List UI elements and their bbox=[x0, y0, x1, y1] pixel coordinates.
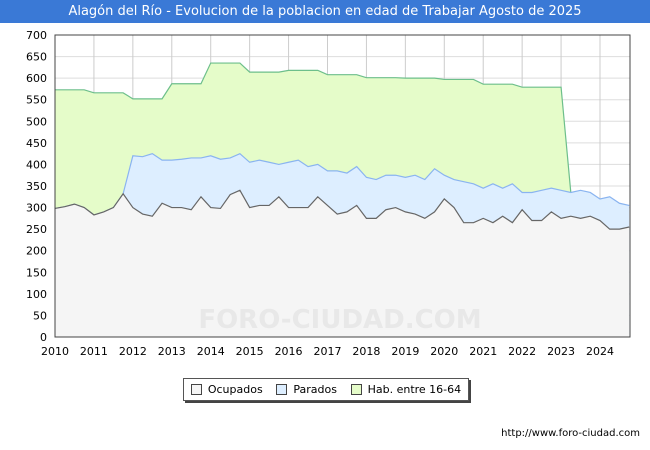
x-tick-label: 2021 bbox=[469, 345, 497, 358]
x-tick-label: 2016 bbox=[275, 345, 303, 358]
footer-url: http://www.foro-ciudad.com bbox=[501, 428, 640, 439]
y-tick-label: 350 bbox=[26, 180, 47, 193]
parados-line bbox=[54, 152, 630, 216]
ocupados-line bbox=[54, 189, 630, 230]
legend-label: Parados bbox=[293, 383, 337, 396]
legend-swatch bbox=[190, 384, 202, 395]
x-tick-label: 2013 bbox=[158, 345, 186, 358]
x-tick-label: 2024 bbox=[586, 345, 614, 358]
x-tick-label: 2011 bbox=[80, 345, 108, 358]
y-tick-label: 200 bbox=[26, 245, 47, 258]
x-tick-label: 2017 bbox=[314, 345, 342, 358]
legend-item-ocupados: Ocupados bbox=[190, 383, 263, 396]
watermark: FORO-CIUDAD.COM bbox=[198, 305, 481, 335]
x-tick-label: 2010 bbox=[41, 345, 69, 358]
y-tick-label: 250 bbox=[26, 223, 47, 236]
y-tick-label: 300 bbox=[26, 202, 47, 215]
y-tick-label: 550 bbox=[26, 94, 47, 107]
x-tick-label: 2012 bbox=[119, 345, 147, 358]
y-tick-label: 600 bbox=[26, 72, 47, 85]
y-tick-label: 500 bbox=[26, 115, 47, 128]
y-tick-label: 150 bbox=[26, 266, 47, 279]
plot-border bbox=[54, 34, 631, 338]
ocupados-area bbox=[55, 190, 630, 337]
y-tick-label: 650 bbox=[26, 51, 47, 64]
legend-label: Hab. entre 16-64 bbox=[367, 383, 462, 396]
x-tick-label: 2014 bbox=[197, 345, 225, 358]
chart-title: Alagón del Río - Evolucion de la poblaci… bbox=[0, 0, 650, 23]
legend-swatch bbox=[276, 384, 288, 395]
y-tick-label: 100 bbox=[26, 288, 47, 301]
legend: Ocupados Parados Hab. entre 16-64 bbox=[183, 378, 469, 401]
y-tick-label: 450 bbox=[26, 137, 47, 150]
x-tick-label: 2023 bbox=[547, 345, 575, 358]
y-tick-label: 400 bbox=[26, 158, 47, 171]
x-tick-label: 2020 bbox=[430, 345, 458, 358]
legend-item-hab: Hab. entre 16-64 bbox=[350, 383, 462, 396]
hab-line bbox=[55, 62, 572, 193]
legend-item-parados: Parados bbox=[276, 383, 337, 396]
y-tick-label: 0 bbox=[40, 331, 47, 344]
legend-swatch bbox=[350, 384, 362, 395]
legend-label: Ocupados bbox=[207, 383, 263, 396]
x-tick-label: 2022 bbox=[508, 345, 536, 358]
y-tick-label: 50 bbox=[33, 309, 47, 322]
x-tick-label: 2019 bbox=[391, 345, 419, 358]
y-tick-label: 700 bbox=[26, 29, 47, 42]
x-tick-label: 2015 bbox=[236, 345, 264, 358]
x-tick-label: 2018 bbox=[352, 345, 380, 358]
